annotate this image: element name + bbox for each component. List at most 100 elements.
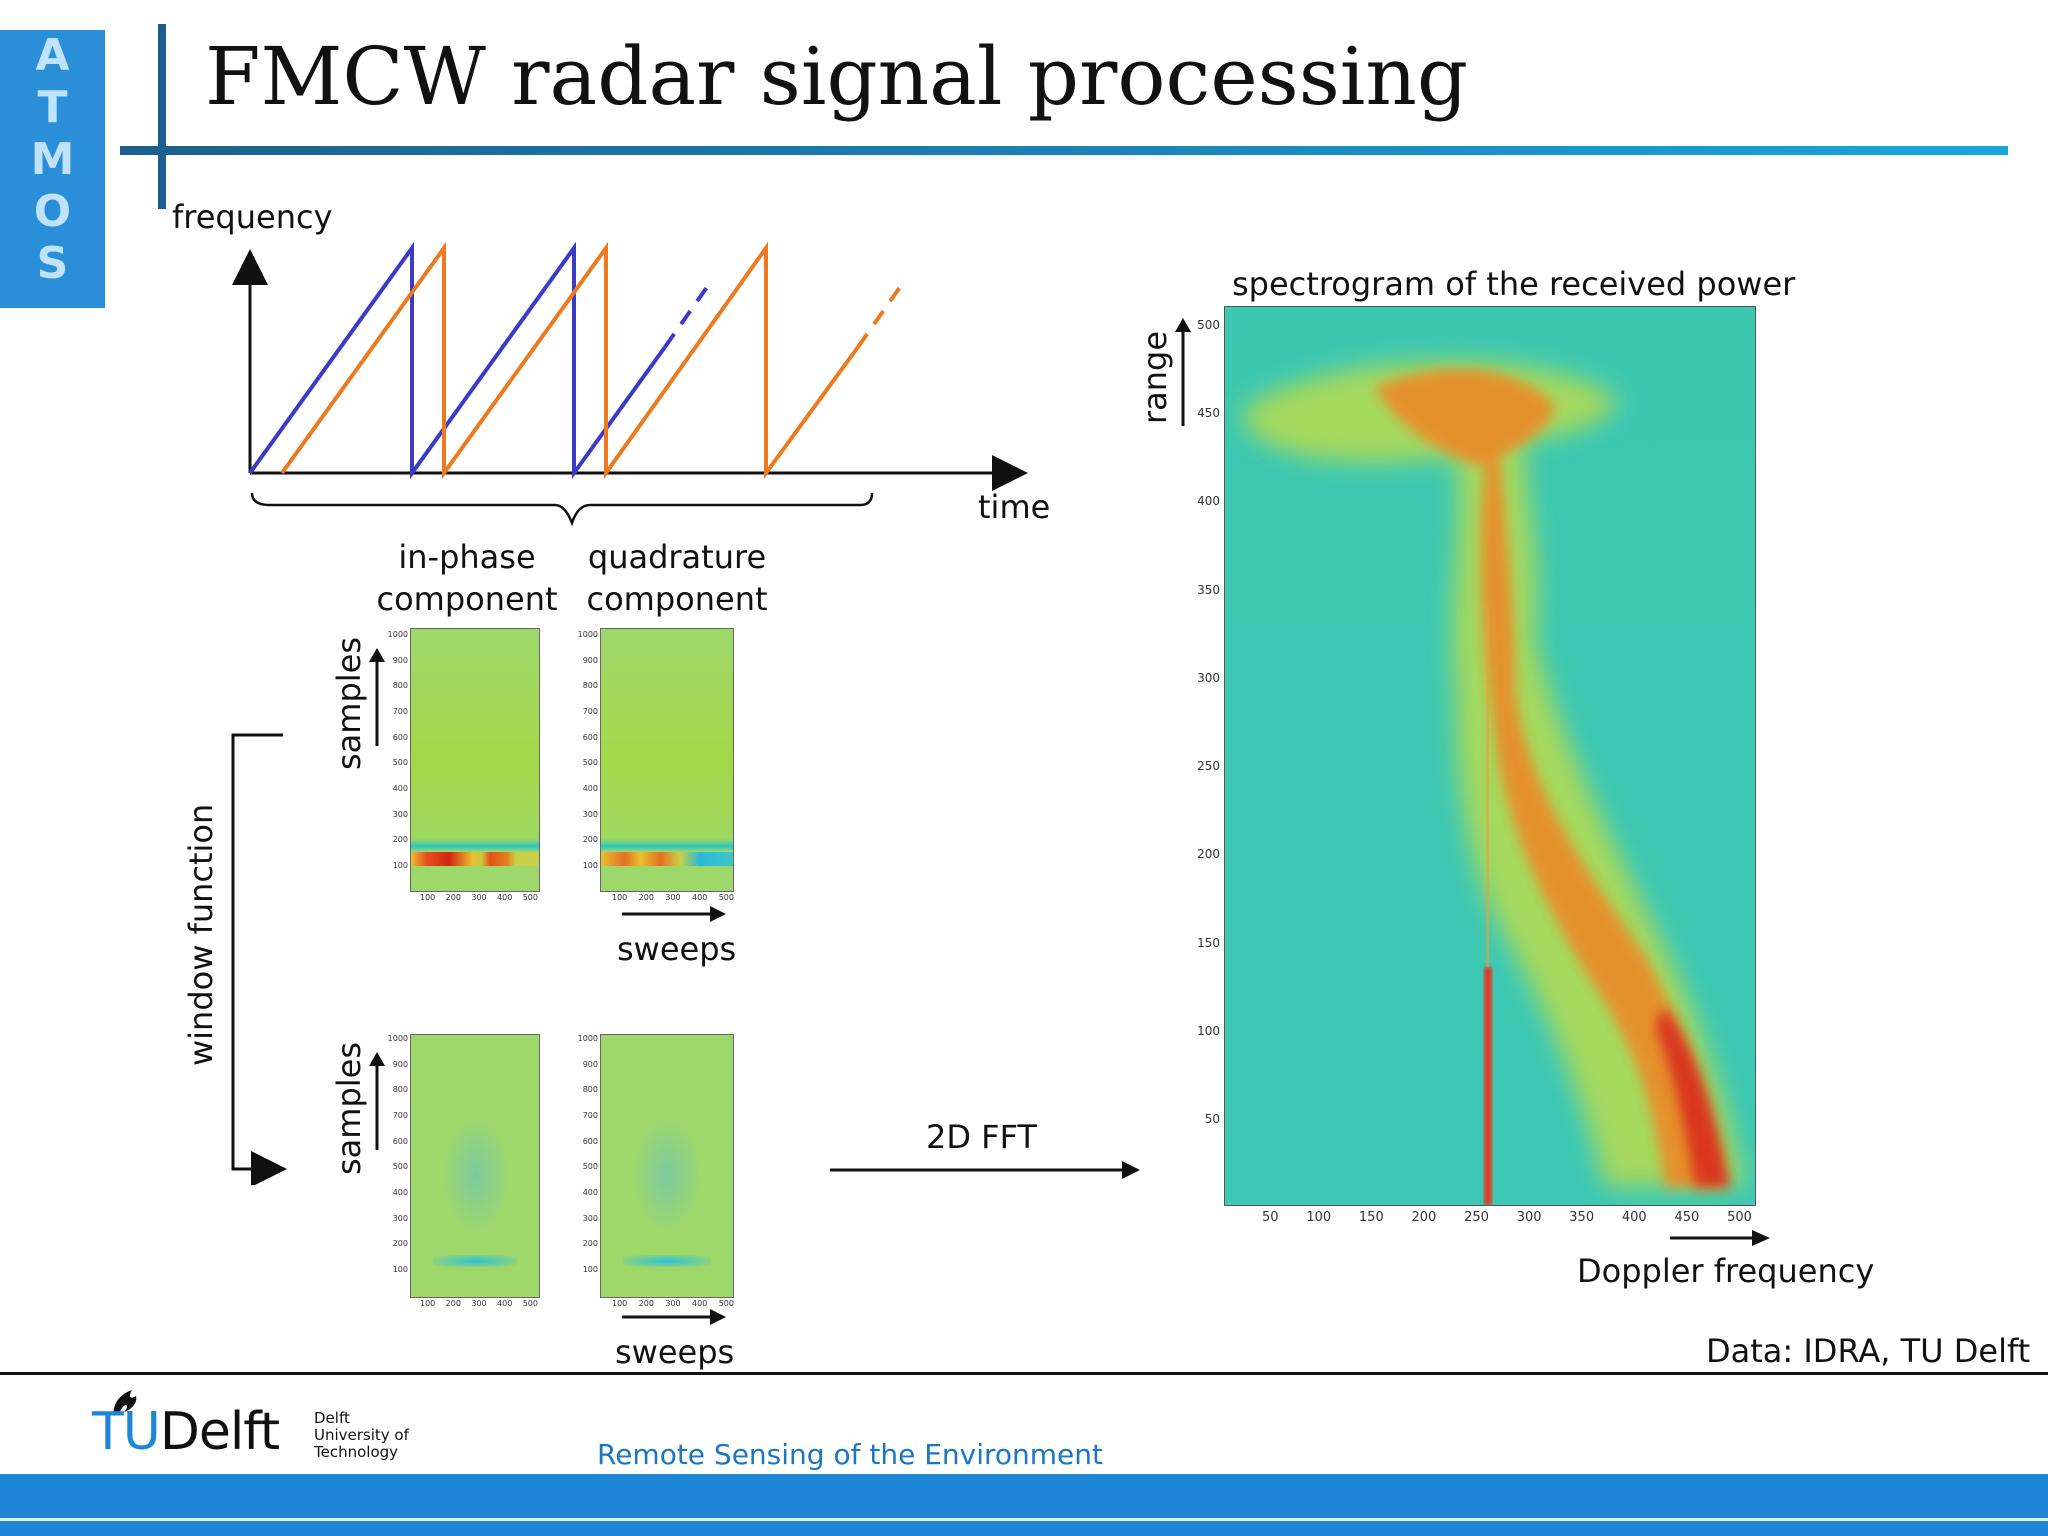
xtick: 300 <box>665 1299 681 1308</box>
ytick: 600 <box>392 732 408 742</box>
ytick: 200 <box>582 1239 598 1249</box>
ytick: 350 <box>1197 582 1220 597</box>
inphase-hot-band <box>411 852 539 866</box>
footer-stripe <box>0 1518 2048 1521</box>
tu-line-2: University of <box>314 1426 409 1444</box>
top-left-yticks: 1000 900 800 700 600 500 400 300 200 100 <box>380 630 408 870</box>
quadrature-windowed-band <box>623 1255 711 1267</box>
sweeps-arrow-bottom <box>622 1309 726 1325</box>
ytick: 300 <box>582 809 598 819</box>
sweeps-arrow-top <box>622 906 726 922</box>
ytick: 1000 <box>577 1034 598 1043</box>
range-text: range <box>1136 330 1174 424</box>
ytick: 300 <box>392 1213 408 1223</box>
ytick: 1000 <box>577 630 598 639</box>
bottom-right-yticks: 1000 900 800 700 600 500 400 300 200 100 <box>570 1034 598 1274</box>
quadrature-hot-band <box>601 852 733 866</box>
ytick: 400 <box>392 1187 408 1197</box>
xtick: 350 <box>1569 1210 1595 1225</box>
atmos-letter: O <box>33 186 72 237</box>
xtick: 400 <box>497 893 513 902</box>
samples-text: samples <box>330 636 368 770</box>
ytick: 150 <box>1197 935 1220 950</box>
ytick: 300 <box>392 809 408 819</box>
xtick: 200 <box>445 1299 461 1308</box>
xtick: 400 <box>692 1299 708 1308</box>
ytick: 900 <box>582 655 598 665</box>
ytick: 600 <box>582 732 598 742</box>
xtick: 500 <box>522 1299 538 1308</box>
tu-delft-wordmark: TUDelft <box>92 1402 280 1462</box>
xtick: 500 <box>718 893 734 902</box>
received-chirps <box>280 241 907 480</box>
ytick: 100 <box>392 1264 408 1274</box>
atmos-letter: A <box>35 30 70 81</box>
ytick: 200 <box>392 835 408 845</box>
xtick: 400 <box>497 1299 513 1308</box>
inphase-windowed-band <box>433 1255 517 1267</box>
samples-arrow-bottom <box>369 1052 385 1150</box>
sweeps-label-bottom: sweeps <box>615 1333 735 1371</box>
top-left-xticks: 100 200 300 400 500 <box>420 893 538 902</box>
inphase-label: in-phase component <box>376 538 558 618</box>
ytick: 250 <box>1197 759 1220 774</box>
ytick: 800 <box>582 1085 598 1095</box>
tu-line-1: Delft <box>314 1409 350 1427</box>
doppler-arrow <box>1670 1230 1770 1246</box>
spectrogram-image <box>1224 306 1756 1206</box>
fft-label: 2D FFT <box>926 1118 1037 1156</box>
footer-bar <box>0 1474 2048 1536</box>
ytick: 700 <box>582 1110 598 1120</box>
ytick: 300 <box>1197 670 1220 685</box>
atmos-logo: A T M O S <box>0 30 105 308</box>
delft-text: Delft <box>159 1402 280 1462</box>
slide-title: FMCW radar signal processing <box>205 30 1469 123</box>
ytick: 200 <box>582 835 598 845</box>
ytick: 500 <box>392 758 408 768</box>
ytick: 400 <box>1197 494 1220 509</box>
xtick: 150 <box>1358 1210 1384 1225</box>
sweeps-brace <box>250 492 874 527</box>
atmos-letter: M <box>30 134 75 185</box>
ytick: 500 <box>392 1162 408 1172</box>
ytick: 600 <box>392 1136 408 1146</box>
xtick: 100 <box>420 1299 436 1308</box>
xtick: 250 <box>1464 1210 1489 1225</box>
xtick: 100 <box>1306 1210 1332 1225</box>
ytick: 1000 <box>387 1034 408 1043</box>
xtick: 500 <box>718 1299 734 1308</box>
inphase-windowed-center <box>441 1115 511 1235</box>
xtick: 300 <box>1516 1210 1542 1225</box>
ytick: 700 <box>392 706 408 716</box>
samples-text: samples <box>330 1041 368 1175</box>
quadrature-windowed-center <box>631 1115 703 1235</box>
atmos-letter: S <box>36 238 69 289</box>
bottom-left-xticks: 100 200 300 400 500 <box>420 1299 538 1308</box>
ytick: 450 <box>1197 406 1220 421</box>
xtick: 300 <box>665 893 681 902</box>
tu-text: TU <box>92 1402 161 1462</box>
xtick: 100 <box>420 893 436 902</box>
xtick: 200 <box>445 893 461 902</box>
flame-icon <box>113 1390 137 1416</box>
quadrature-windowed-panel <box>600 1034 734 1298</box>
spectrogram-xticks: 50 100 150 200 250 300 350 400 450 500 <box>1262 1210 1752 1225</box>
footer-divider <box>0 1372 2048 1375</box>
bottom-left-yticks: 1000 900 800 700 600 500 400 300 200 100 <box>380 1034 408 1274</box>
xtick: 500 <box>522 893 538 902</box>
zero-doppler-streak-faint <box>1486 607 1489 967</box>
ytick: 500 <box>1197 318 1220 332</box>
xtick: 200 <box>1411 1210 1437 1225</box>
spectrogram-title: spectrogram of the received power <box>1232 265 1796 303</box>
ytick: 500 <box>582 1162 598 1172</box>
ytick: 700 <box>392 1110 408 1120</box>
samples-label-bottom: samples <box>330 1042 368 1175</box>
xtick: 450 <box>1674 1210 1700 1225</box>
zero-doppler-streak <box>1484 967 1492 1205</box>
time-label: time <box>978 488 1051 526</box>
ytick: 400 <box>392 783 408 793</box>
range-arrow <box>1175 318 1191 426</box>
xtick: 400 <box>692 893 708 902</box>
xtick: 400 <box>1621 1210 1647 1225</box>
xtick: 300 <box>471 893 487 902</box>
